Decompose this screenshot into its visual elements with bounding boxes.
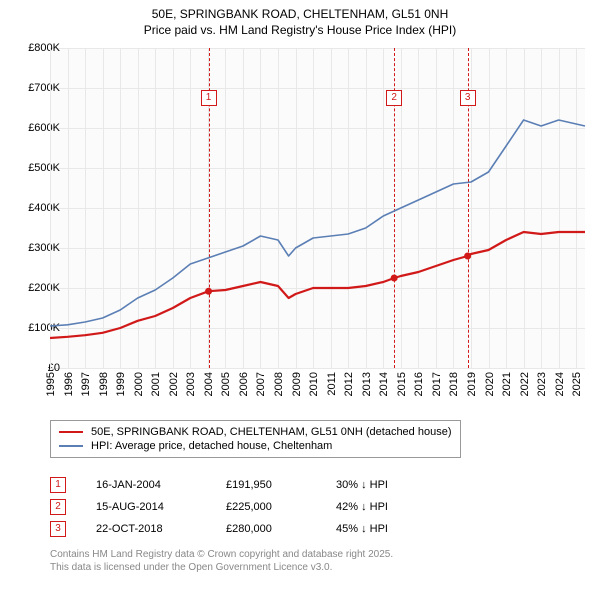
sale-marker [391, 275, 398, 282]
sale-marker [464, 253, 471, 260]
title-line2: Price paid vs. HM Land Registry's House … [0, 22, 600, 38]
legend: 50E, SPRINGBANK ROAD, CHELTENHAM, GL51 0… [50, 420, 461, 458]
x-tick-label: 1997 [80, 372, 92, 396]
x-tick-label: 1995 [45, 372, 57, 396]
table-row: 3 22-OCT-2018 £280,000 45% ↓ HPI [50, 518, 456, 540]
x-tick-label: 2008 [273, 372, 285, 396]
legend-label: HPI: Average price, detached house, Chel… [91, 440, 332, 452]
x-tick-label: 2007 [255, 372, 267, 396]
x-tick-label: 2019 [466, 372, 478, 396]
footer: Contains HM Land Registry data © Crown c… [50, 548, 393, 574]
sales-table: 1 16-JAN-2004 £191,950 30% ↓ HPI 2 15-AU… [50, 474, 456, 540]
sale-price: £191,950 [226, 479, 336, 491]
x-tick-label: 2014 [378, 372, 390, 396]
legend-swatch [59, 445, 83, 447]
x-tick-label: 2001 [150, 372, 162, 396]
sale-pct: 42% ↓ HPI [336, 501, 456, 513]
x-tick-label: 1996 [63, 372, 75, 396]
footer-line2: This data is licensed under the Open Gov… [50, 561, 393, 574]
x-tick-label: 2011 [326, 372, 338, 396]
sale-price: £280,000 [226, 523, 336, 535]
table-row: 1 16-JAN-2004 £191,950 30% ↓ HPI [50, 474, 456, 496]
chart-container: 50E, SPRINGBANK ROAD, CHELTENHAM, GL51 0… [0, 0, 600, 590]
x-tick-label: 2004 [203, 372, 215, 396]
sale-date: 22-OCT-2018 [96, 523, 226, 535]
x-tick-label: 2006 [238, 372, 250, 396]
legend-swatch [59, 431, 83, 433]
sale-date: 16-JAN-2004 [96, 479, 226, 491]
sale-numbox: 3 [50, 521, 66, 537]
sale-price: £225,000 [226, 501, 336, 513]
sale-numbox: 1 [50, 477, 66, 493]
x-tick-label: 2013 [361, 372, 373, 396]
x-tick-label: 2003 [185, 372, 197, 396]
legend-label: 50E, SPRINGBANK ROAD, CHELTENHAM, GL51 0… [91, 426, 452, 438]
x-tick-label: 2009 [291, 372, 303, 396]
legend-row: HPI: Average price, detached house, Chel… [59, 439, 452, 453]
x-tick-label: 2022 [519, 372, 531, 396]
x-tick-label: 2002 [168, 372, 180, 396]
x-tick-label: 2016 [413, 372, 425, 396]
title-block: 50E, SPRINGBANK ROAD, CHELTENHAM, GL51 0… [0, 0, 600, 38]
x-tick-label: 2023 [536, 372, 548, 396]
x-tick-label: 2024 [554, 372, 566, 396]
footer-line1: Contains HM Land Registry data © Crown c… [50, 548, 393, 561]
legend-row: 50E, SPRINGBANK ROAD, CHELTENHAM, GL51 0… [59, 425, 452, 439]
x-tick-label: 2005 [220, 372, 232, 396]
series-price_paid [50, 232, 585, 338]
x-tick-label: 1999 [115, 372, 127, 396]
series-hpi [50, 120, 585, 326]
line-series-svg [50, 48, 585, 368]
x-tick-label: 2025 [571, 372, 583, 396]
sale-pct: 30% ↓ HPI [336, 479, 456, 491]
x-tick-label: 2015 [396, 372, 408, 396]
x-tick-label: 2012 [343, 372, 355, 396]
x-tick-label: 2017 [431, 372, 443, 396]
x-tick-label: 2020 [484, 372, 496, 396]
title-line1: 50E, SPRINGBANK ROAD, CHELTENHAM, GL51 0… [0, 6, 600, 22]
x-tick-label: 1998 [98, 372, 110, 396]
sale-date: 15-AUG-2014 [96, 501, 226, 513]
sale-numbox: 2 [50, 499, 66, 515]
gridline-h [50, 368, 585, 369]
sale-pct: 45% ↓ HPI [336, 523, 456, 535]
x-tick-label: 2010 [308, 372, 320, 396]
x-tick-label: 2018 [448, 372, 460, 396]
x-tick-label: 2021 [501, 372, 513, 396]
table-row: 2 15-AUG-2014 £225,000 42% ↓ HPI [50, 496, 456, 518]
x-tick-label: 2000 [133, 372, 145, 396]
sale-marker [205, 288, 212, 295]
